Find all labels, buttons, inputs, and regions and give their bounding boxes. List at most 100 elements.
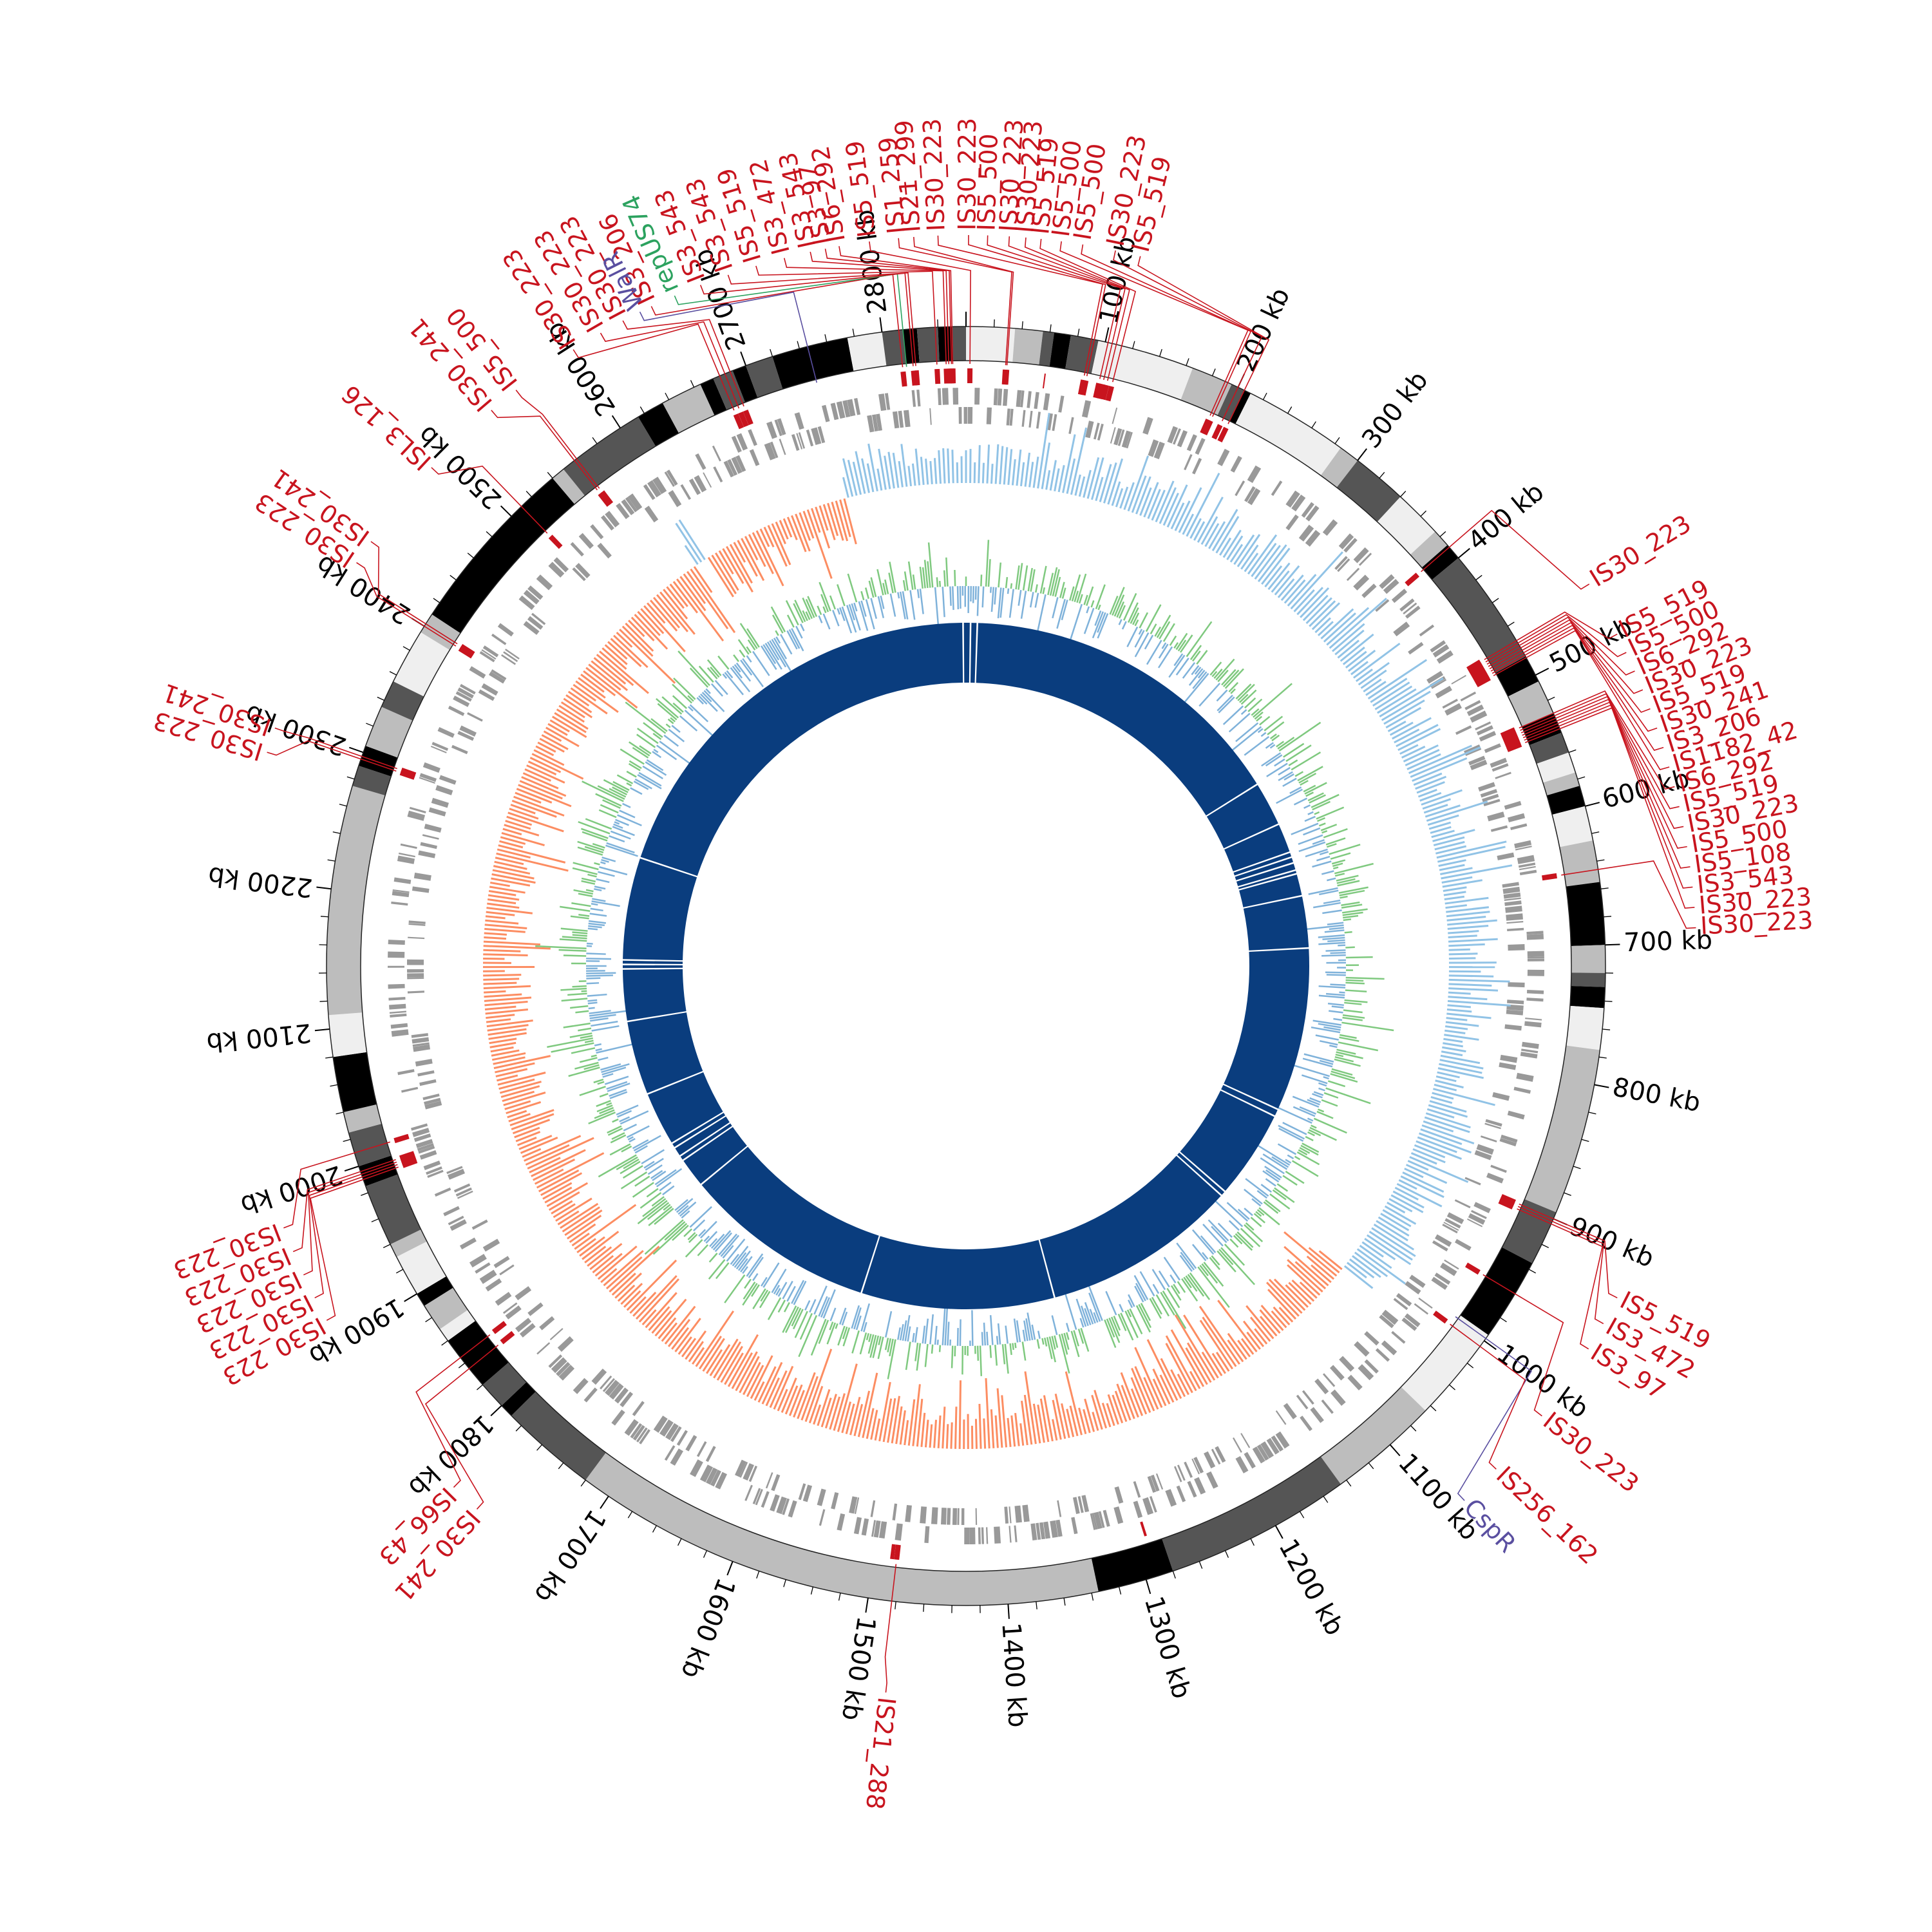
gc-skew-bar: [1401, 745, 1426, 759]
leader-line: [1519, 690, 1675, 790]
gc-content-bar: [927, 561, 931, 588]
gc-skew-bar: [483, 974, 522, 977]
gc-skew-bar: [488, 890, 516, 896]
gc-content-bar: [1161, 642, 1167, 649]
contig-block: [365, 706, 413, 758]
minor-tick: [1400, 491, 1406, 497]
gc-skew-bar: [1200, 516, 1218, 545]
gc-content-bar: [1110, 1316, 1121, 1337]
gene-forward: [397, 855, 415, 864]
gc-content-bar: [1213, 668, 1223, 679]
minor-tick: [1323, 1496, 1329, 1503]
gene-reverse: [408, 923, 426, 926]
gene-reverse: [1396, 1293, 1412, 1307]
gc-content-bar: [626, 782, 632, 787]
gene-forward: [1195, 438, 1206, 455]
gene-forward: [590, 524, 604, 540]
gc-content-bar: [747, 639, 756, 651]
gc-skew-bar: [1170, 1329, 1205, 1387]
gene-reverse: [644, 506, 659, 523]
gc-content-bar: [1315, 1034, 1340, 1041]
gc-skew-bar: [707, 556, 734, 598]
gene-reverse: [527, 1302, 544, 1316]
gc-skew-bar: [1177, 1373, 1189, 1396]
gc-content-bar: [1029, 592, 1034, 608]
gc-content-bar: [593, 1078, 604, 1084]
inner-ring-segment: [1235, 858, 1293, 880]
gc-skew-bar: [933, 458, 938, 484]
gc-skew-bar: [489, 1037, 517, 1045]
gene-forward: [1473, 1202, 1491, 1213]
gc-skew-bar: [487, 1024, 529, 1032]
gc-content-bar: [1318, 994, 1345, 999]
gene-reverse: [1133, 1481, 1141, 1498]
gc-content-bar: [732, 1245, 749, 1267]
gc-content-bar: [672, 702, 684, 713]
gc-skew-bar: [669, 583, 688, 607]
gc-content-bar: [864, 587, 869, 600]
gc-content-bar: [1282, 1175, 1298, 1186]
gc-content-bar: [1265, 1199, 1281, 1213]
gc-content-bar: [868, 580, 875, 598]
gc-skew-bar: [570, 687, 608, 715]
gc-content-bar: [1139, 1271, 1155, 1297]
gc-content-bar: [567, 992, 587, 996]
gc-content-bar: [785, 600, 799, 626]
contig-block: [1320, 1387, 1426, 1484]
gc-skew-bar: [553, 1203, 576, 1218]
gc-content-bar: [1254, 711, 1264, 720]
gc-content-bar: [1080, 1327, 1090, 1352]
gc-skew-bar: [506, 1101, 542, 1115]
gc-skew-bar: [645, 1292, 677, 1329]
gene-reverse: [575, 563, 591, 578]
gene-reverse: [431, 797, 449, 808]
gene-reverse: [1426, 670, 1444, 684]
gene-forward: [1256, 1444, 1269, 1461]
gc-content-bar: [670, 717, 676, 723]
gc-content-bar: [1321, 954, 1346, 957]
major-tick: [344, 1166, 359, 1172]
gc-content-bar: [1231, 726, 1262, 751]
contig-block: [365, 1174, 421, 1245]
gene-forward: [1432, 644, 1450, 658]
gc-skew-bar: [507, 811, 564, 833]
gene-reverse: [870, 1500, 876, 1517]
gc-skew-bar: [1091, 1394, 1103, 1430]
gc-content-bar: [613, 823, 623, 829]
gene-forward: [459, 684, 476, 695]
leader-line: [968, 235, 1106, 377]
gc-content-bar: [884, 1338, 889, 1350]
gc-skew-bar: [537, 741, 556, 753]
gc-skew-bar: [1434, 840, 1465, 851]
gc-skew-bar: [702, 1338, 725, 1372]
gene-forward: [1527, 951, 1544, 957]
gene-forward: [1444, 1259, 1459, 1270]
gc-skew-bar: [663, 589, 688, 620]
gc-skew-bar: [870, 1410, 878, 1440]
gc-content-bar: [853, 1307, 862, 1330]
gc-skew-bar: [484, 993, 522, 998]
gc-content-bar: [1345, 979, 1364, 982]
contig-block: [328, 1012, 367, 1057]
gc-content-bar: [1312, 860, 1332, 868]
gc-skew-bar: [925, 459, 929, 485]
gc-content-bar: [1318, 1023, 1341, 1028]
gc-skew-bar: [671, 1327, 690, 1350]
gc-content-bar: [1128, 602, 1139, 623]
gc-skew-bar: [513, 795, 565, 817]
gc-skew-bar: [643, 605, 686, 652]
gc-skew-bar: [605, 1256, 643, 1290]
gc-content-bar: [1185, 1275, 1198, 1292]
gc-skew-bar: [545, 726, 580, 748]
gene-reverse: [1480, 789, 1498, 798]
gc-content-bar: [1154, 626, 1162, 637]
gc-content-bar: [919, 589, 924, 614]
gene-reverse: [1009, 408, 1014, 426]
gc-skew-bar: [511, 1113, 554, 1130]
gc-content-bar: [591, 1054, 597, 1057]
gene-reverse: [957, 1508, 960, 1525]
gene-forward: [1113, 1506, 1124, 1524]
gc-content-bar: [621, 1145, 632, 1153]
gc-content-bar: [835, 1323, 838, 1329]
gc-skew-bar: [929, 460, 933, 484]
